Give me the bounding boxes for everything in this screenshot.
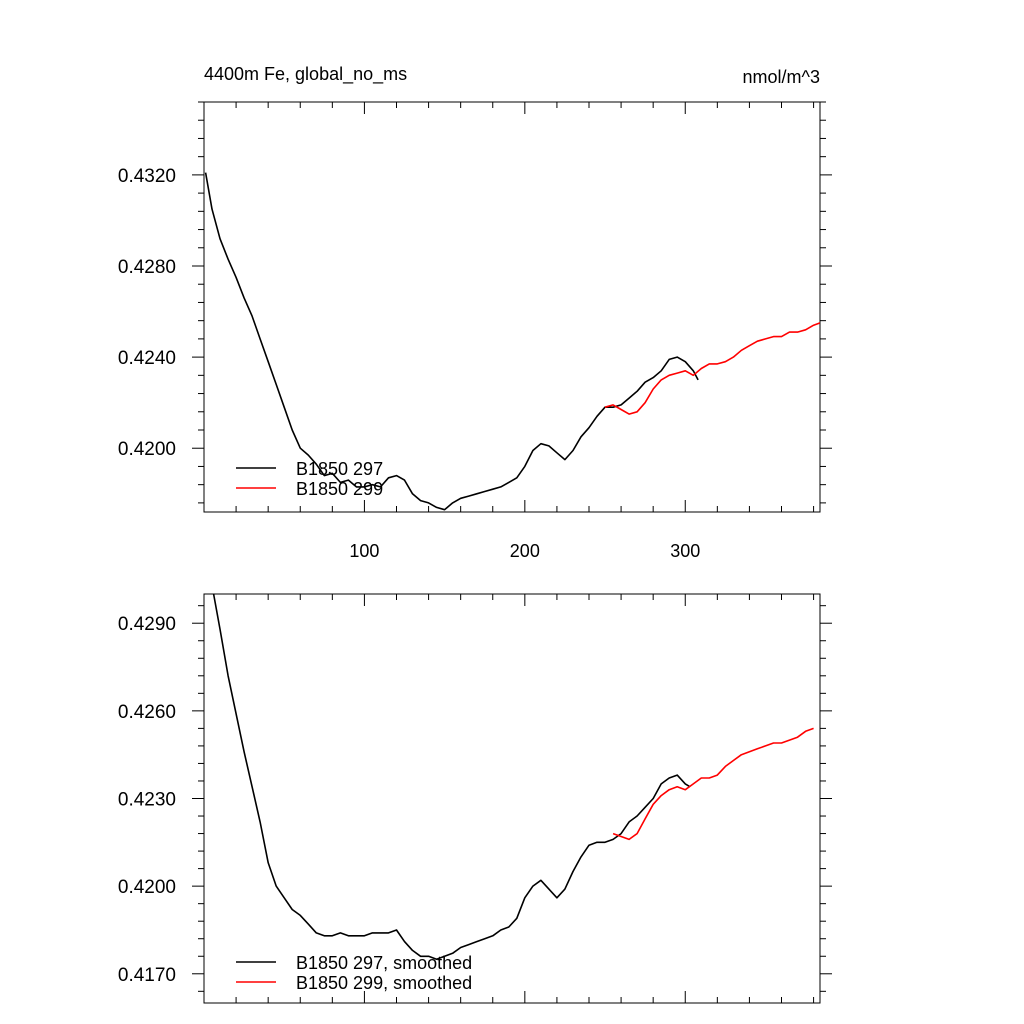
- series-line-2: [604, 322, 820, 415]
- y-tick-label: 0.4260: [118, 702, 176, 723]
- units-label: nmol/m^3: [743, 67, 820, 87]
- legend-label-2: B1850 299, smoothed: [296, 973, 472, 993]
- figure-title: 4400m Fe, global_no_ms: [204, 64, 407, 85]
- legend-label-1: B1850 297, smoothed: [296, 953, 472, 973]
- series-line-1: [204, 172, 699, 511]
- x-tick-label: 100: [349, 541, 379, 561]
- top-panel: 100 200 300 0.4200 0.4240 0.4280 0.4320 B1850 2…: [118, 101, 832, 561]
- y-tick-label: 0.4320: [118, 166, 176, 187]
- x-tick-label: 200: [510, 541, 540, 561]
- plot-frame: [203, 593, 821, 1004]
- plot-frame: [203, 101, 821, 513]
- series-line-1: [212, 594, 691, 961]
- y-tick-label: 0.4290: [118, 614, 176, 635]
- x-tick-label: 300: [670, 541, 700, 561]
- y-tick-label: 0.4200: [118, 439, 176, 460]
- y-tick-label: 0.4240: [118, 348, 176, 369]
- bottom-panel: 0.4170 0.4200 0.4230 0.4260 0.4290 B1850 297,…: [118, 593, 832, 1004]
- y-tick-label: 0.4200: [118, 877, 176, 898]
- legend-label-2: B1850 299: [296, 479, 383, 499]
- y-tick-label: 0.4230: [118, 790, 176, 811]
- legend-label-1: B1850 297: [296, 459, 383, 479]
- series-line-2: [612, 727, 814, 841]
- y-tick-label: 0.4170: [118, 965, 176, 986]
- y-tick-label: 0.4280: [118, 257, 176, 278]
